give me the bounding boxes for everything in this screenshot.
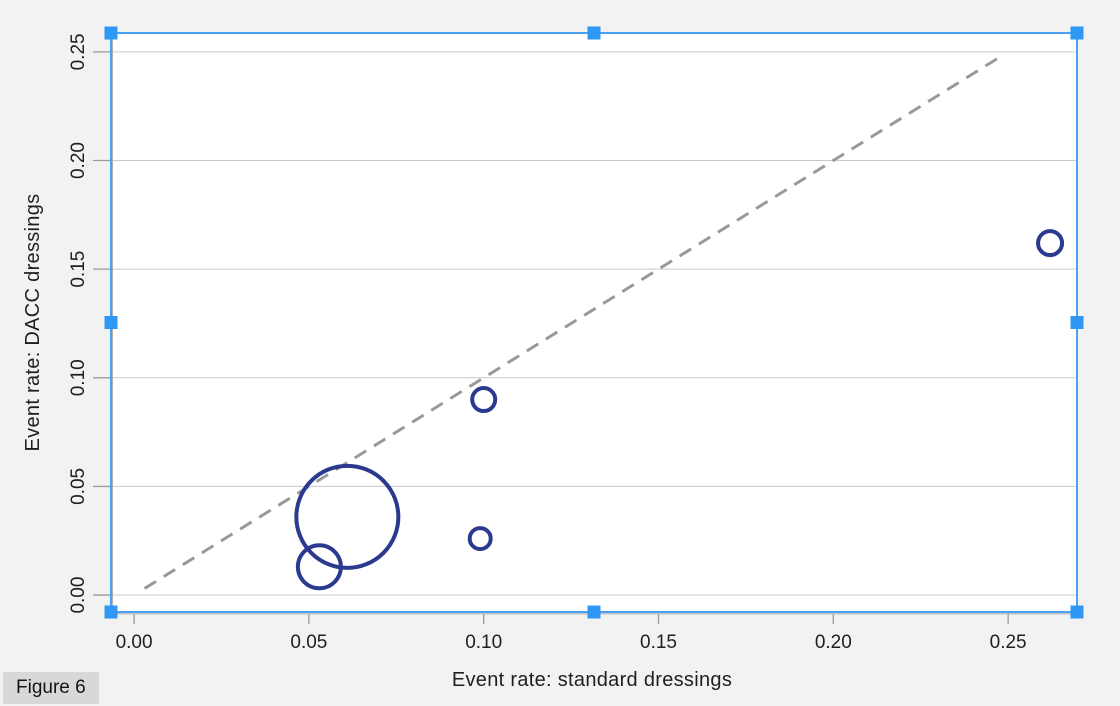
selection-layer — [104, 26, 1084, 619]
bubble-point — [295, 543, 343, 591]
x-tick-label: 0.20 — [815, 632, 852, 653]
y-tick-label: 0.05 — [68, 468, 89, 505]
y-tick-label: 0.10 — [68, 359, 89, 396]
y-tick-label: 0.20 — [68, 142, 89, 179]
x-axis-title: Event rate: standard dressings — [452, 669, 732, 691]
x-tick-label: 0.10 — [465, 632, 502, 653]
selection-handle-middle-right[interactable] — [1070, 316, 1084, 329]
selection-handle-bottom-right[interactable] — [1070, 605, 1084, 619]
bubble-point — [294, 463, 401, 570]
y-axis-title: Event rate: DACC dressings — [22, 194, 44, 452]
plot-area — [111, 33, 1077, 612]
selection-handle-middle-left[interactable] — [104, 316, 118, 329]
bubble-point — [467, 526, 493, 552]
selection-handle-top-right[interactable] — [1070, 26, 1084, 40]
figure-caption-badge: Figure 6 — [3, 672, 99, 704]
selection-handle-bottom-left[interactable] — [104, 605, 118, 619]
selection-handle-top-center[interactable] — [587, 26, 601, 40]
chart-layer: 0.00 0.05 0.10 0.15 0.20 0.25 0.00 0.05 0.10 0.15… — [68, 33, 1077, 653]
x-tick-label: 0.15 — [640, 632, 677, 653]
y-tick-label: 0.00 — [68, 577, 89, 614]
x-tick-label: 0.25 — [990, 632, 1027, 653]
bubble-point — [1036, 229, 1065, 258]
x-tick-label: 0.05 — [290, 632, 327, 653]
y-tick-label: 0.25 — [68, 33, 89, 70]
y-tick-label: 0.15 — [68, 251, 89, 288]
identity-reference-line — [143, 53, 1004, 590]
selection-handle-bottom-center[interactable] — [587, 605, 601, 619]
selection-handle-top-left[interactable] — [104, 26, 118, 40]
bubble-point — [470, 386, 498, 414]
x-tick-label: 0.00 — [116, 632, 153, 653]
